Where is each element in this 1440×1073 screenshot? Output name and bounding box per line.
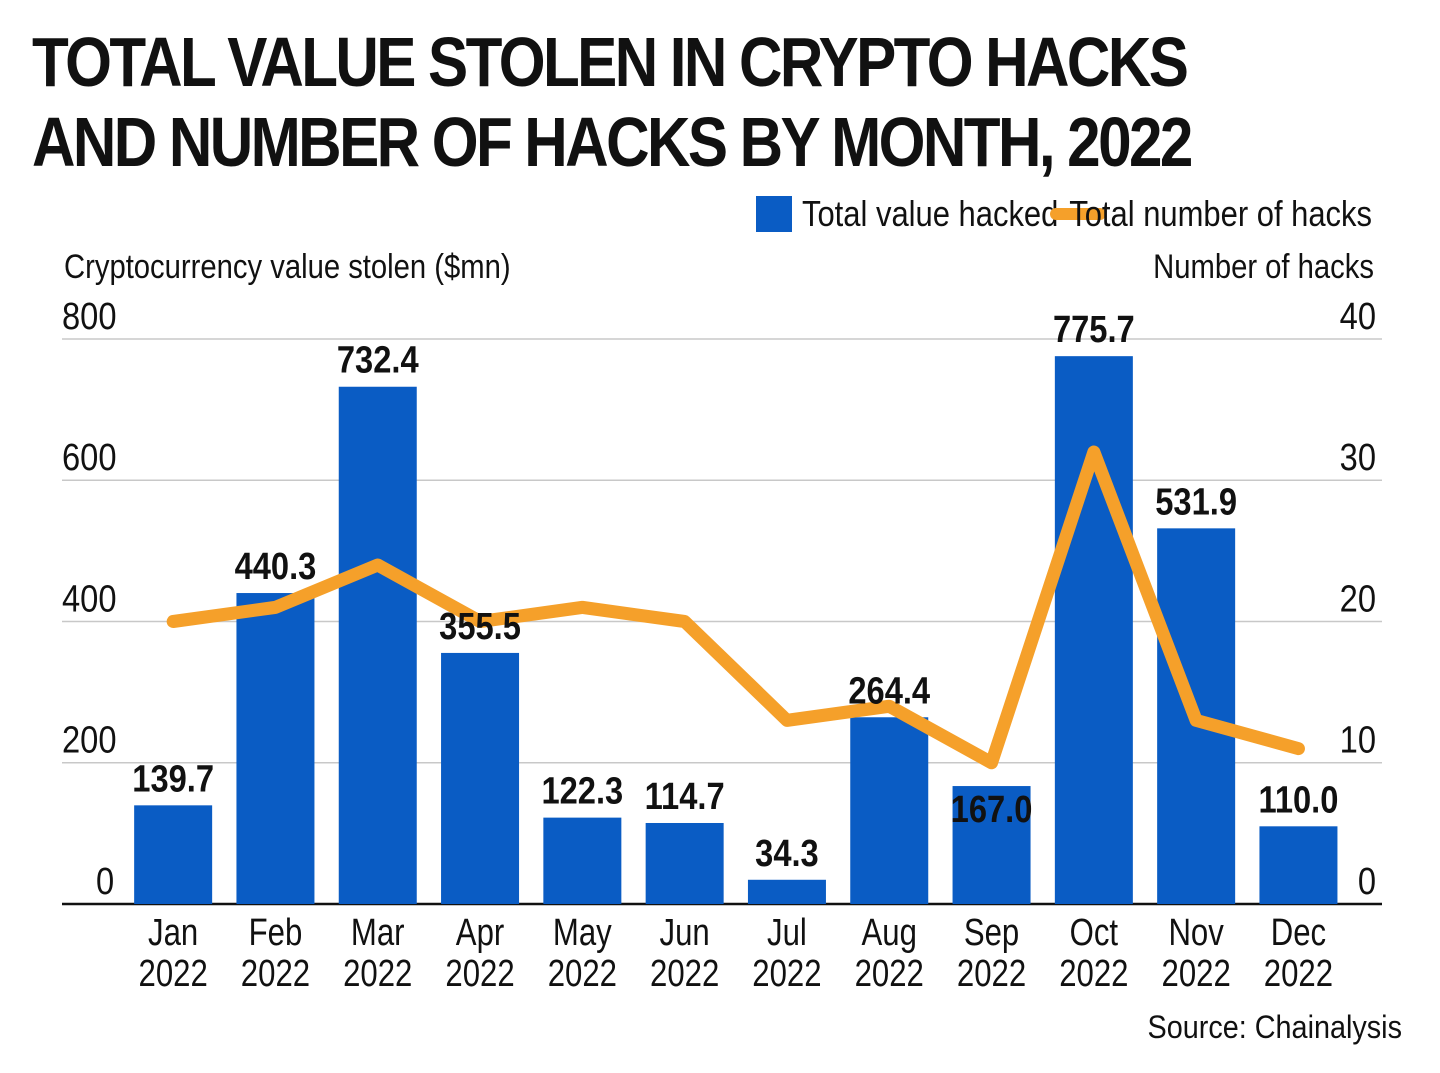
- hacks-point-jun: [683, 620, 686, 623]
- source-note: Source: Chainalysis: [1148, 1010, 1402, 1046]
- left-tick-label: 200: [62, 718, 117, 761]
- hacks-line: [166, 445, 1305, 770]
- hacks-point-feb: [274, 606, 277, 609]
- hacks-point-may: [581, 606, 584, 609]
- left-axis-label: Cryptocurrency value stolen ($mn): [64, 247, 511, 286]
- right-axis-label: Number of hacks: [1153, 247, 1374, 286]
- hacks-point-jul: [785, 719, 788, 722]
- x-tick-label: Dec 2022: [1264, 912, 1333, 995]
- bar-jun: [645, 822, 724, 904]
- right-tick-label: 30: [1340, 436, 1376, 479]
- bar-value-label: 531.9: [1155, 480, 1237, 523]
- bar-labels: 139.7 440.3 732.4 355.5 122.3 114.7 34.3 264.4 1…: [132, 308, 1338, 875]
- hacks-point-apr: [479, 620, 482, 623]
- right-tick-label: 0: [1358, 860, 1376, 903]
- left-axis-ticks: 0 200 400 600 800: [62, 295, 117, 903]
- bar-may: [543, 817, 622, 904]
- bar-apr: [441, 652, 520, 904]
- bar-value-label: 122.3: [541, 769, 623, 812]
- bar-oct: [1054, 356, 1133, 904]
- x-tick-label: Nov 2022: [1162, 912, 1231, 995]
- bar-value-label: 264.4: [848, 669, 930, 712]
- left-tick-label: 600: [62, 436, 117, 479]
- legend: Total value hacked Total number of hacks: [756, 195, 1372, 235]
- x-tick-label: May 2022: [548, 912, 617, 995]
- chart-title: TOTAL VALUE STOLEN IN CRYPTO HACKS AND N…: [32, 23, 1193, 181]
- hacks-line-path: [166, 445, 1305, 770]
- bar-sep: [952, 786, 1031, 904]
- legend-label-hacks: Total number of hacks: [1069, 195, 1372, 235]
- x-tick-label: Feb 2022: [241, 912, 310, 995]
- right-tick-label: 20: [1340, 577, 1376, 620]
- bar-mar: [338, 386, 417, 904]
- bar-value-label: 440.3: [235, 545, 317, 588]
- hacks-point-mar: [376, 564, 379, 566]
- bar-value-label: 732.4: [337, 338, 419, 381]
- x-tick-label: Apr 2022: [445, 912, 514, 995]
- hacks-point-jan: [172, 620, 175, 623]
- x-tick-label: Oct 2022: [1059, 912, 1128, 995]
- x-axis-ticks: Jan 2022 Feb 2022 Mar 2022 Apr 2022 May 2022 Jun 20…: [139, 912, 1334, 995]
- bar-feb: [236, 593, 315, 904]
- bar-value-label: 167.0: [951, 788, 1033, 831]
- bars: [134, 356, 1338, 904]
- bar-value-label: 114.7: [645, 775, 725, 818]
- bar-value-label: 110.0: [1258, 778, 1338, 821]
- left-tick-label: 400: [62, 577, 117, 620]
- x-tick-label: Jan 2022: [139, 912, 208, 995]
- x-tick-label: Jul 2022: [752, 912, 821, 995]
- bar-jan: [134, 805, 213, 904]
- hacks-point-oct: [1092, 451, 1095, 453]
- bar-value-label: 355.5: [439, 605, 521, 648]
- right-tick-label: 10: [1340, 718, 1376, 761]
- legend-bar-swatch: [756, 196, 792, 232]
- right-axis-ticks: 0 10 20 30 40: [1340, 295, 1376, 903]
- left-tick-label: 800: [62, 295, 117, 338]
- x-tick-label: Sep 2022: [957, 912, 1026, 995]
- x-tick-label: Jun 2022: [650, 912, 719, 995]
- bar-jul: [747, 879, 826, 904]
- left-tick-label: 0: [96, 860, 114, 903]
- hacks-point-dec: [1297, 747, 1300, 750]
- bar-dec: [1259, 826, 1338, 904]
- x-tick-label: Mar 2022: [343, 912, 412, 995]
- bar-value-label: 34.3: [755, 831, 819, 874]
- bar-value-label: 775.7: [1053, 308, 1135, 351]
- right-tick-label: 40: [1340, 295, 1376, 338]
- hacks-point-nov: [1195, 719, 1198, 722]
- bar-value-label: 139.7: [132, 757, 214, 800]
- x-tick-label: Aug 2022: [855, 912, 924, 995]
- hacks-point-aug: [888, 705, 891, 708]
- legend-label-value: Total value hacked: [802, 195, 1058, 235]
- bar-aug: [850, 717, 929, 904]
- hacks-point-sep: [990, 761, 993, 764]
